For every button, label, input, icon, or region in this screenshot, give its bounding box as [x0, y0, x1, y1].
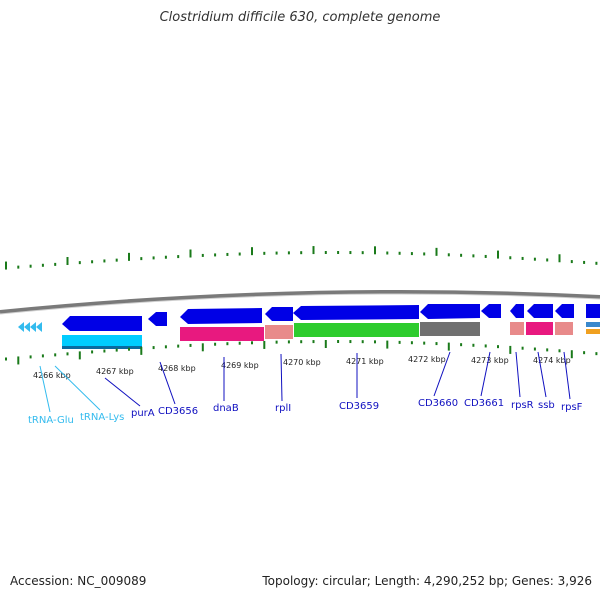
- feature-track-2: [62, 322, 600, 349]
- trna-arrow: [30, 322, 36, 332]
- gray-feature-bar: [420, 322, 480, 336]
- cds-feature-CD3656: [180, 308, 262, 324]
- gene-label-purA: purA: [131, 408, 155, 419]
- gene-leader-line: [563, 351, 571, 400]
- gene-label-tRNA-Glu: tRNA-Glu: [28, 415, 74, 426]
- scale-tick-label: 4274 kbp: [533, 356, 571, 365]
- outer-tick-row: [5, 246, 598, 270]
- scale-tick-label: 4273 kbp: [471, 356, 509, 365]
- scale-tick-label: 4267 kbp: [96, 367, 134, 376]
- gene-label-ssb: ssb: [538, 400, 555, 411]
- cds-feature-CD3659: [293, 305, 419, 320]
- gene-leader-line: [433, 351, 451, 397]
- salmon-feature-bar: [265, 325, 293, 339]
- gene-leader-line: [54, 365, 101, 411]
- scale-tick-label: 4270 kbp: [283, 358, 321, 367]
- cds-feature-edge: [586, 304, 600, 318]
- scale-tick-label: 4271 kbp: [346, 357, 384, 366]
- accession-text: Accession: NC_009089: [10, 574, 147, 588]
- scale-tick-label: 4269 kbp: [221, 361, 259, 370]
- dnaB-feature-bar: [180, 327, 264, 341]
- gene-label-rplI: rplI: [275, 403, 291, 414]
- salmon-feature-bar: [555, 322, 573, 335]
- orange-feature-bar: [586, 329, 600, 334]
- gene-label-tRNA-Lys: tRNA-Lys: [80, 412, 124, 423]
- scale-tick-label: 4266 kbp: [33, 371, 71, 380]
- map-title: Clostridium difficile 630, complete geno…: [159, 10, 441, 25]
- gene-leader-line: [537, 351, 547, 398]
- scale-tick-label: 4272 kbp: [408, 355, 446, 364]
- genome-summary: Topology: circular; Length: 4,290,252 bp…: [262, 574, 592, 588]
- gene-leader-line: [280, 353, 283, 402]
- gene-leader-line: [159, 361, 176, 405]
- trna-arrow: [36, 322, 42, 332]
- gene-label-rpsF: rpsF: [561, 402, 583, 413]
- trna-arrow: [24, 322, 30, 332]
- trna-arrow-group: [18, 322, 42, 332]
- gene-label-CD3660: CD3660: [418, 398, 458, 409]
- gene-label-CD3659: CD3659: [339, 401, 379, 412]
- gene-labels: tRNA-Glu tRNA-Lys purA CD3656 dnaB rplI CD3659…: [28, 398, 583, 426]
- gene-leader-line: [39, 365, 51, 413]
- cds-feature-ssb: [527, 304, 553, 318]
- gene-leaders: [39, 351, 571, 413]
- gene-leader-line: [480, 351, 491, 397]
- pink-feature-bar: [526, 322, 553, 335]
- gene-label-dnaB: dnaB: [213, 403, 239, 414]
- cds-track: [62, 304, 600, 331]
- cds-feature-CD3661: [481, 304, 501, 318]
- trna-arrow: [18, 322, 24, 332]
- gene-leader-line: [104, 377, 141, 407]
- trna-feature-bar: [62, 335, 142, 348]
- gene-leader-line: [515, 351, 521, 398]
- genome-backbone-highlight: [0, 293, 600, 315]
- green-feature-bar: [294, 323, 419, 337]
- gene-label-CD3656: CD3656: [158, 406, 198, 417]
- trna-feature-bar-edge: [62, 346, 142, 349]
- scale-tick-label: 4268 kbp: [158, 364, 196, 373]
- salmon-feature-bar: [510, 322, 524, 335]
- inner-tick-row: [5, 340, 598, 365]
- gene-label-rpsR: rpsR: [511, 400, 534, 411]
- orange-feature-bar: [586, 322, 600, 327]
- cds-feature-rpsR: [510, 304, 524, 318]
- cds-feature-rplI: [265, 307, 293, 321]
- cds-feature-CD3660: [420, 304, 480, 319]
- genome-backbone: [0, 290, 600, 314]
- cds-feature: [148, 312, 167, 326]
- cds-feature-rpsF: [555, 304, 574, 318]
- scale-labels: 4266 kbp 4267 kbp 4268 kbp 4269 kbp 4270 kbp…: [33, 355, 571, 380]
- cds-feature-purA: [62, 316, 142, 331]
- gene-label-CD3661: CD3661: [464, 398, 504, 409]
